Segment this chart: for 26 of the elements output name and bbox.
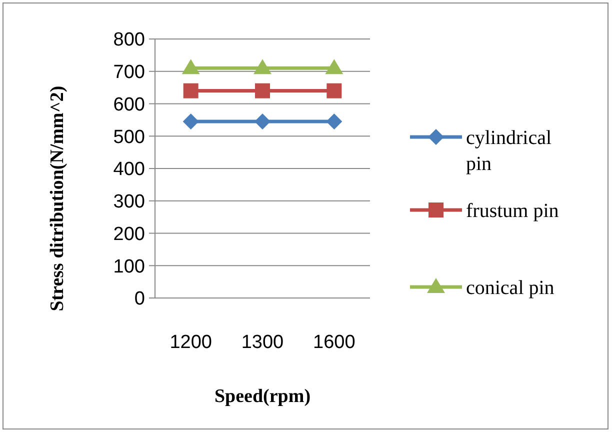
x-tick-label: 1200 xyxy=(170,332,212,353)
legend-label: conical pin xyxy=(466,277,554,299)
point xyxy=(255,83,270,98)
x-tick-label: 1300 xyxy=(241,332,284,353)
point xyxy=(182,59,200,74)
y-tick-label: 100 xyxy=(113,256,145,278)
point xyxy=(326,114,342,130)
y-tick-label: 500 xyxy=(113,126,145,148)
legend-label: cylindrical pin xyxy=(466,127,552,175)
legend-label: frustum pin xyxy=(466,200,559,222)
point xyxy=(254,59,272,74)
point xyxy=(183,83,198,98)
y-tick-label: 300 xyxy=(113,192,145,213)
y-tick-label: 600 xyxy=(113,94,145,116)
x-axis-title: Speed(rpm) xyxy=(214,386,311,407)
point xyxy=(182,114,199,130)
y-tick-label: 400 xyxy=(113,159,145,180)
y-axis-title: Stress ditribution(N/mm^2) xyxy=(47,86,68,312)
point xyxy=(326,83,342,98)
y-tick-label: 0 xyxy=(134,288,145,310)
y-tick-label: 800 xyxy=(113,30,145,51)
y-tick-label: 200 xyxy=(113,224,145,245)
y-tick-label: 700 xyxy=(113,62,145,84)
point xyxy=(254,114,270,130)
point xyxy=(325,59,344,74)
x-tick-label: 1600 xyxy=(313,332,356,353)
